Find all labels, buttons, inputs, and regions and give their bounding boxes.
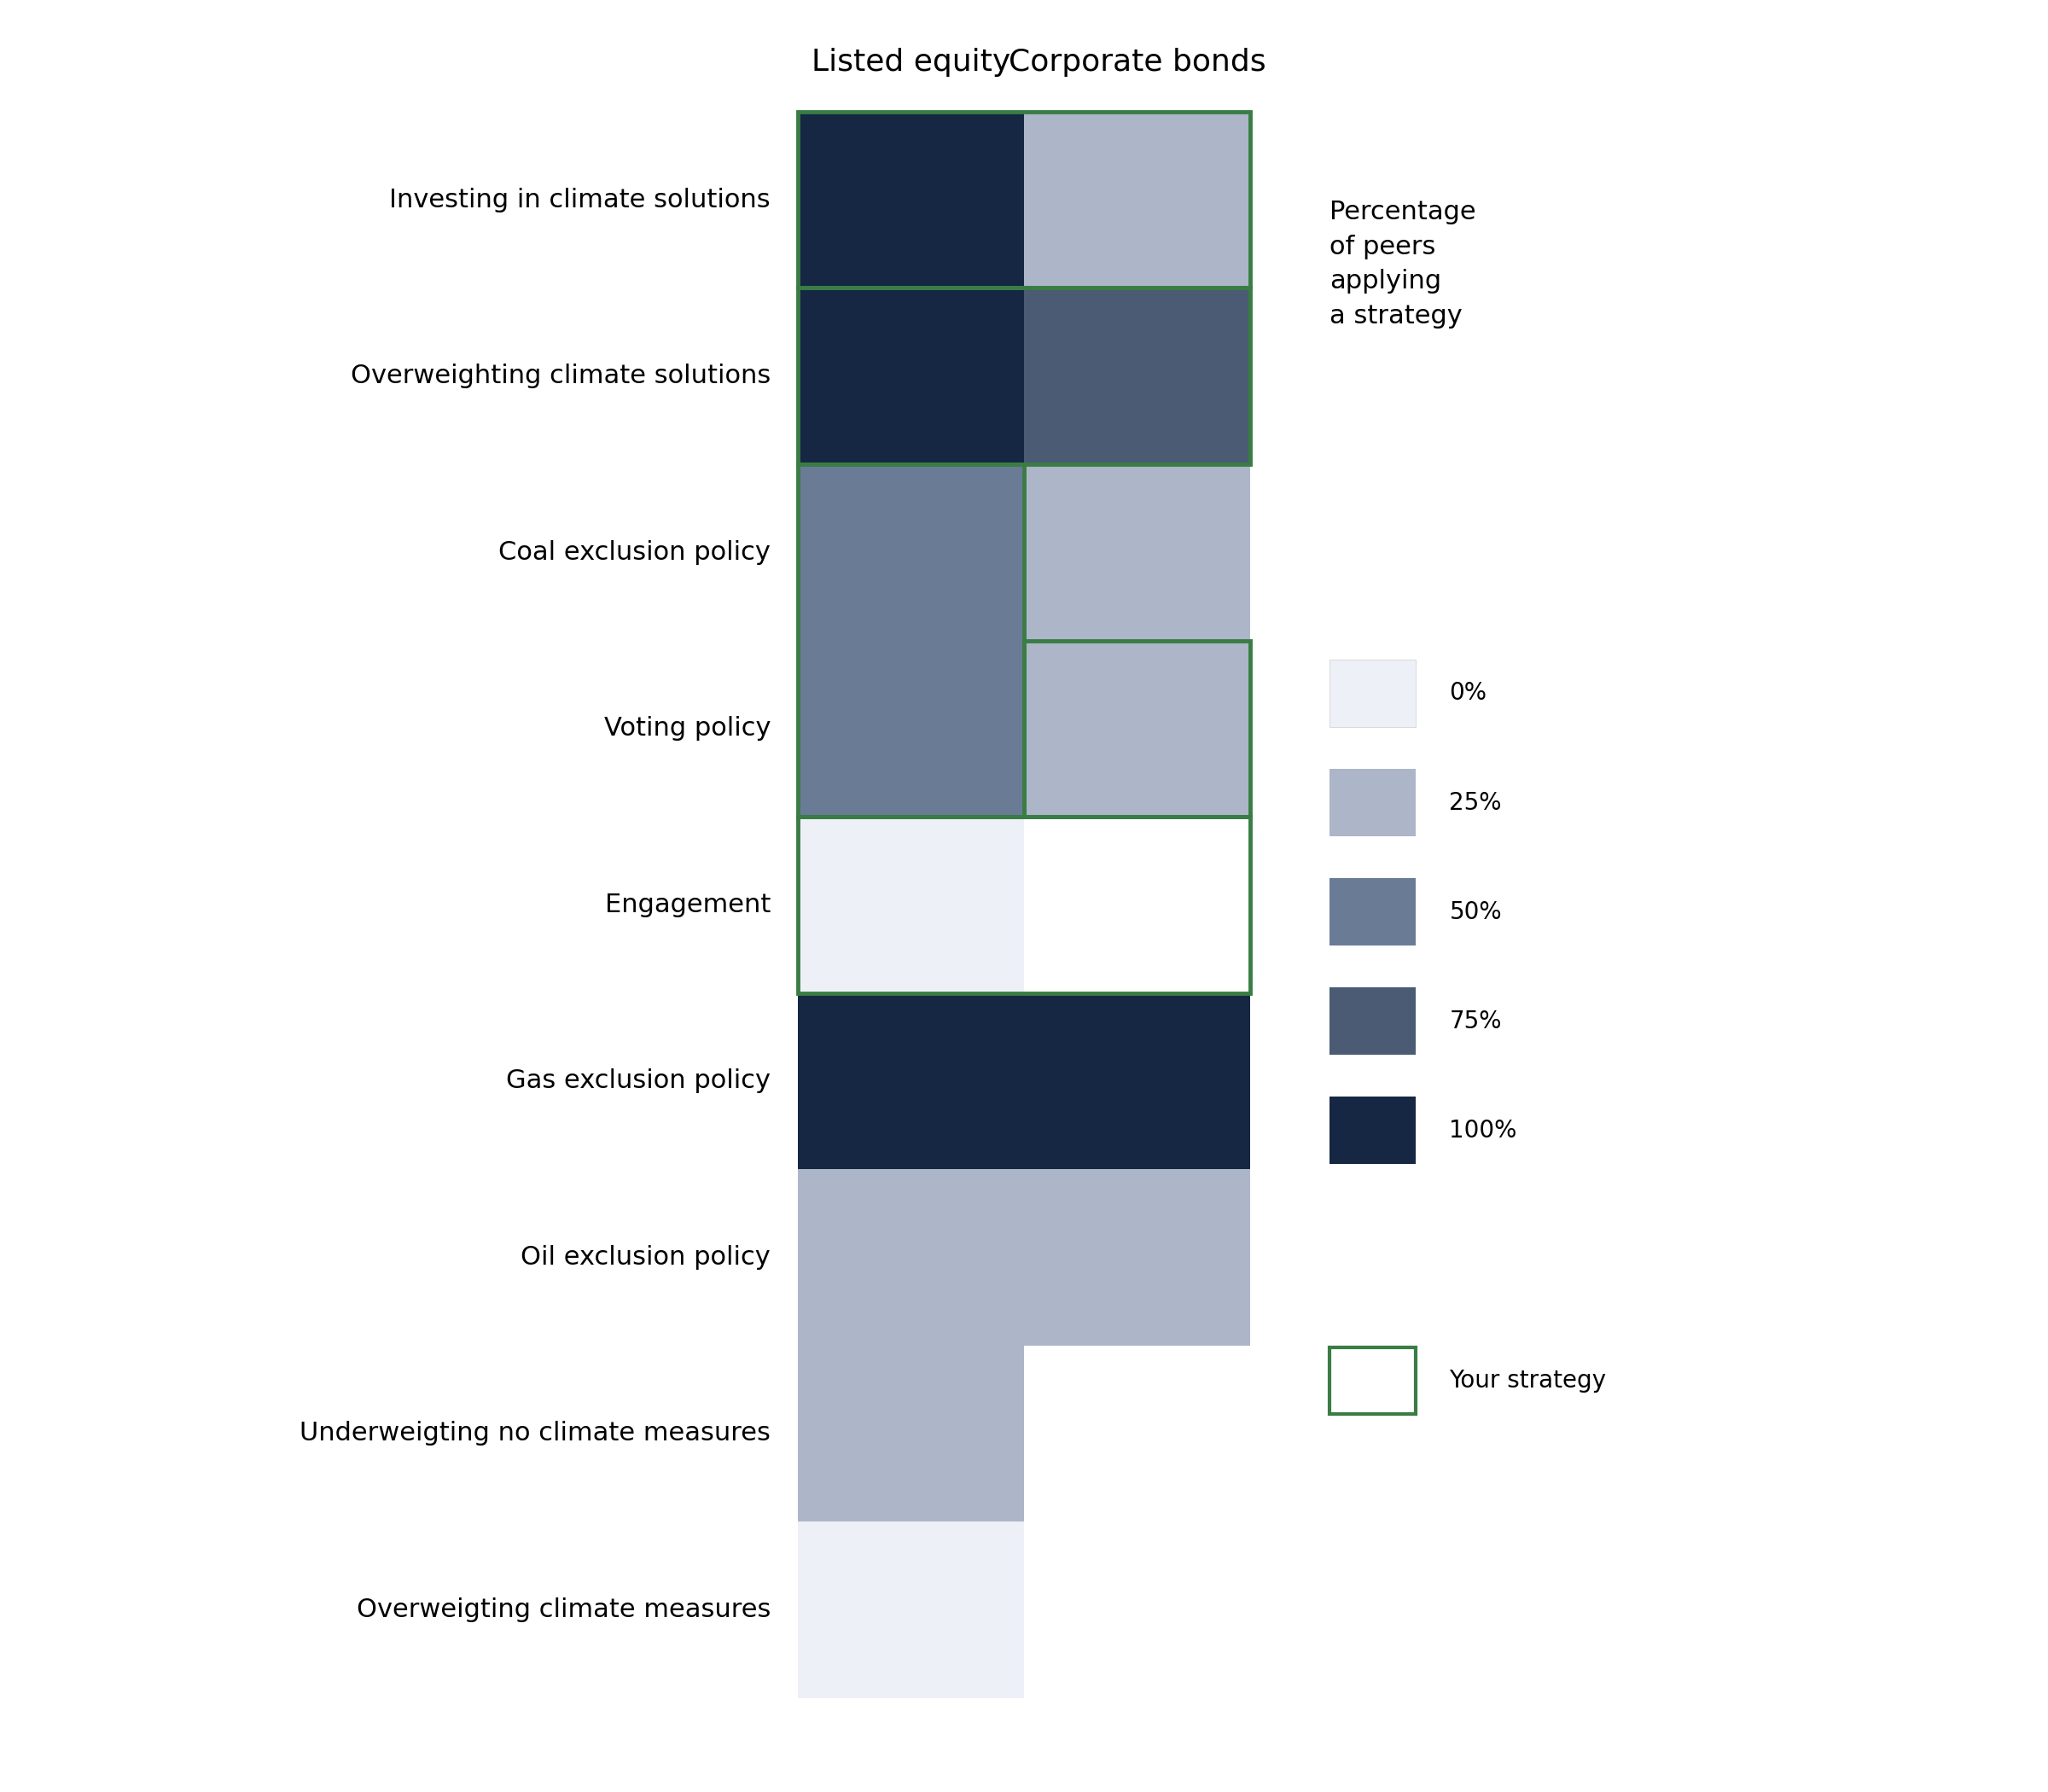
Bar (1024, 640, 1249, 817)
Text: Corporate bonds: Corporate bonds (1008, 47, 1266, 77)
Bar (1329, 878, 1415, 946)
Text: Overweigting climate measures: Overweigting climate measures (356, 1597, 770, 1622)
Bar (799, 1168, 1024, 1346)
Bar (1024, 111, 1249, 289)
Bar (1329, 1348, 1415, 1414)
Bar (799, 1346, 1024, 1521)
Text: Underweigting no climate measures: Underweigting no climate measures (299, 1421, 770, 1446)
Text: Engagement: Engagement (604, 892, 770, 918)
Bar (799, 993, 1024, 1168)
Text: Gas exclusion policy: Gas exclusion policy (506, 1068, 770, 1093)
Bar (1024, 993, 1249, 1168)
Bar (1329, 1097, 1415, 1163)
Bar (1024, 640, 1249, 817)
Bar (799, 1521, 1024, 1699)
Text: 100%: 100% (1450, 1118, 1518, 1142)
Bar (799, 640, 1024, 817)
Text: Listed equity: Listed equity (811, 47, 1010, 77)
Text: 50%: 50% (1450, 900, 1501, 925)
Text: Investing in climate solutions: Investing in climate solutions (389, 188, 770, 211)
Text: Your strategy: Your strategy (1450, 1369, 1606, 1392)
Bar (799, 464, 1024, 817)
Bar (799, 464, 1024, 640)
Text: 0%: 0% (1450, 681, 1487, 706)
Bar (1024, 1168, 1249, 1346)
Text: Voting policy: Voting policy (604, 717, 770, 740)
Text: Overweighting climate solutions: Overweighting climate solutions (350, 364, 770, 389)
Text: 75%: 75% (1450, 1009, 1501, 1032)
Bar (1024, 289, 1249, 464)
Bar (799, 289, 1249, 464)
Bar (1329, 769, 1415, 837)
Bar (799, 817, 1024, 993)
Text: 25%: 25% (1450, 790, 1501, 815)
Bar (1024, 464, 1249, 640)
Bar (799, 817, 1249, 993)
Bar (799, 111, 1024, 289)
Text: Percentage
of peers
applying
a strategy: Percentage of peers applying a strategy (1329, 199, 1477, 328)
Bar (799, 111, 1249, 289)
Bar (1329, 659, 1415, 728)
Bar (799, 289, 1024, 464)
Text: Coal exclusion policy: Coal exclusion policy (498, 539, 770, 564)
Bar (1329, 987, 1415, 1055)
Text: Oil exclusion policy: Oil exclusion policy (520, 1245, 770, 1271)
